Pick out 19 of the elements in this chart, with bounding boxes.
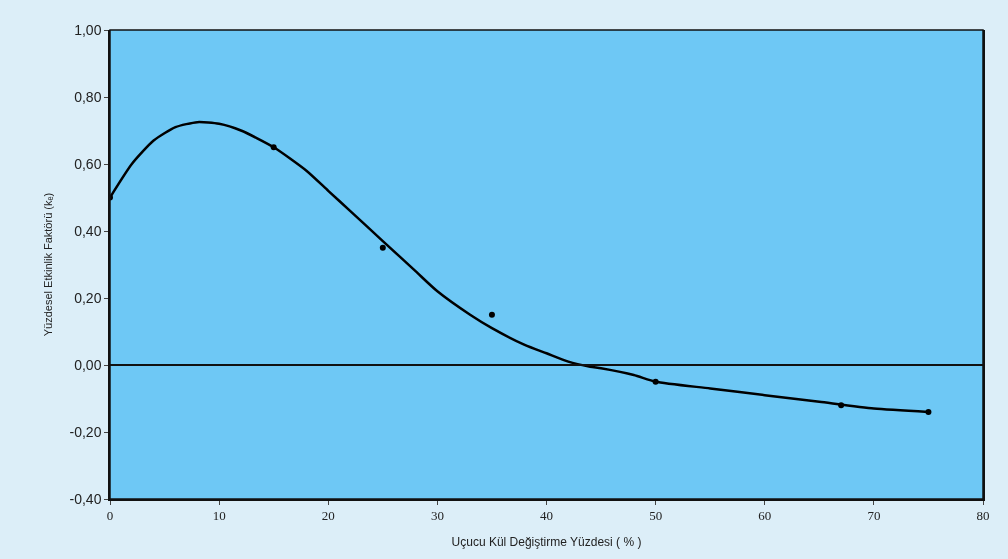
x-tick-label: 80 (976, 508, 990, 524)
y-tick-label: 0,80 (74, 88, 102, 105)
y-tick-label: 0,00 (74, 356, 102, 373)
y-axis-title: Yüzdesel Etkinlik Faktörü (kₑ) (41, 192, 54, 337)
x-tick-label: 0 (106, 508, 114, 524)
x-axis-title: Uçucu Kül Değiştirme Yüzdesi ( % ) (451, 534, 642, 549)
x-tick-label: 70 (867, 508, 881, 524)
x-tick-label: 40 (540, 508, 553, 524)
y-tick-label: 0,40 (74, 222, 102, 239)
x-tick-label: 20 (321, 508, 335, 524)
x-tick-label: 60 (758, 508, 772, 524)
x-tick-label: 30 (430, 508, 444, 524)
y-tick-label: 0,20 (74, 289, 102, 306)
x-tick-label: 50 (649, 508, 663, 524)
y-tick-label: 1,00 (74, 21, 102, 38)
y-tick-label: -0,20 (69, 423, 102, 440)
y-tick-label: 0,60 (74, 155, 102, 172)
x-tick-label: 10 (212, 508, 226, 524)
y-tick-label: -0,40 (69, 490, 102, 507)
